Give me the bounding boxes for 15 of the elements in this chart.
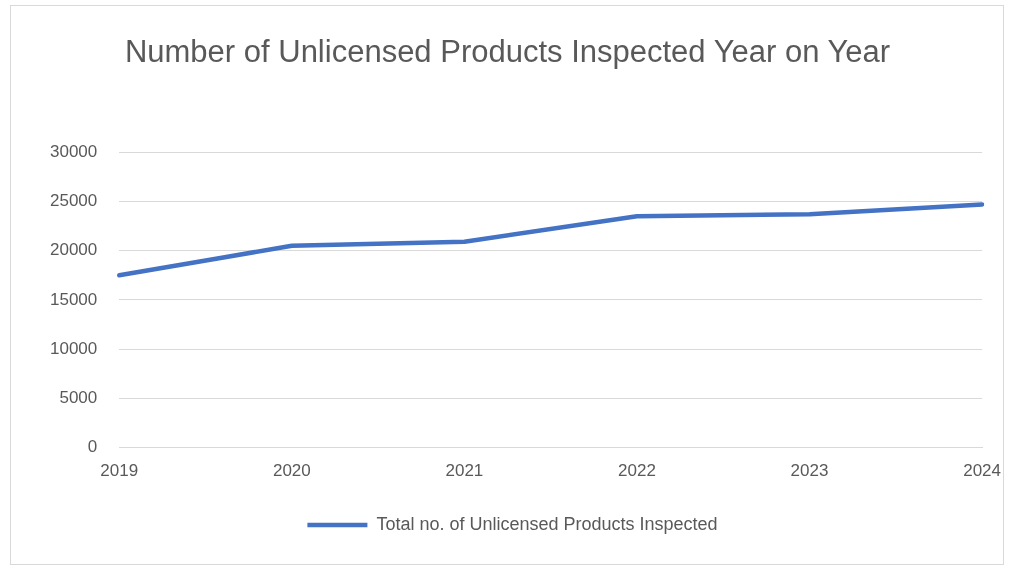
y-tick-label: 30000	[49, 141, 98, 161]
x-tick-label: 2022	[618, 461, 656, 481]
legend-label: Total no. of Unlicensed Products Inspected	[376, 513, 718, 534]
x-tick-label: 2021	[445, 461, 484, 481]
y-tick-label: 15000	[49, 289, 98, 309]
y-tick-label: 25000	[49, 191, 98, 211]
x-tick-label: 2020	[272, 461, 311, 481]
x-tick-label: 2019	[100, 461, 139, 481]
x-tick-label: 2024	[963, 461, 1001, 481]
y-tick-label: 0	[87, 437, 98, 457]
chart-title: Number of Unlicensed Products Inspected Year on Year	[124, 33, 891, 71]
x-tick-label: 2023	[790, 461, 829, 481]
y-tick-label: 20000	[49, 240, 98, 260]
y-tick-label: 10000	[49, 338, 98, 358]
y-tick-label: 5000	[59, 388, 98, 408]
